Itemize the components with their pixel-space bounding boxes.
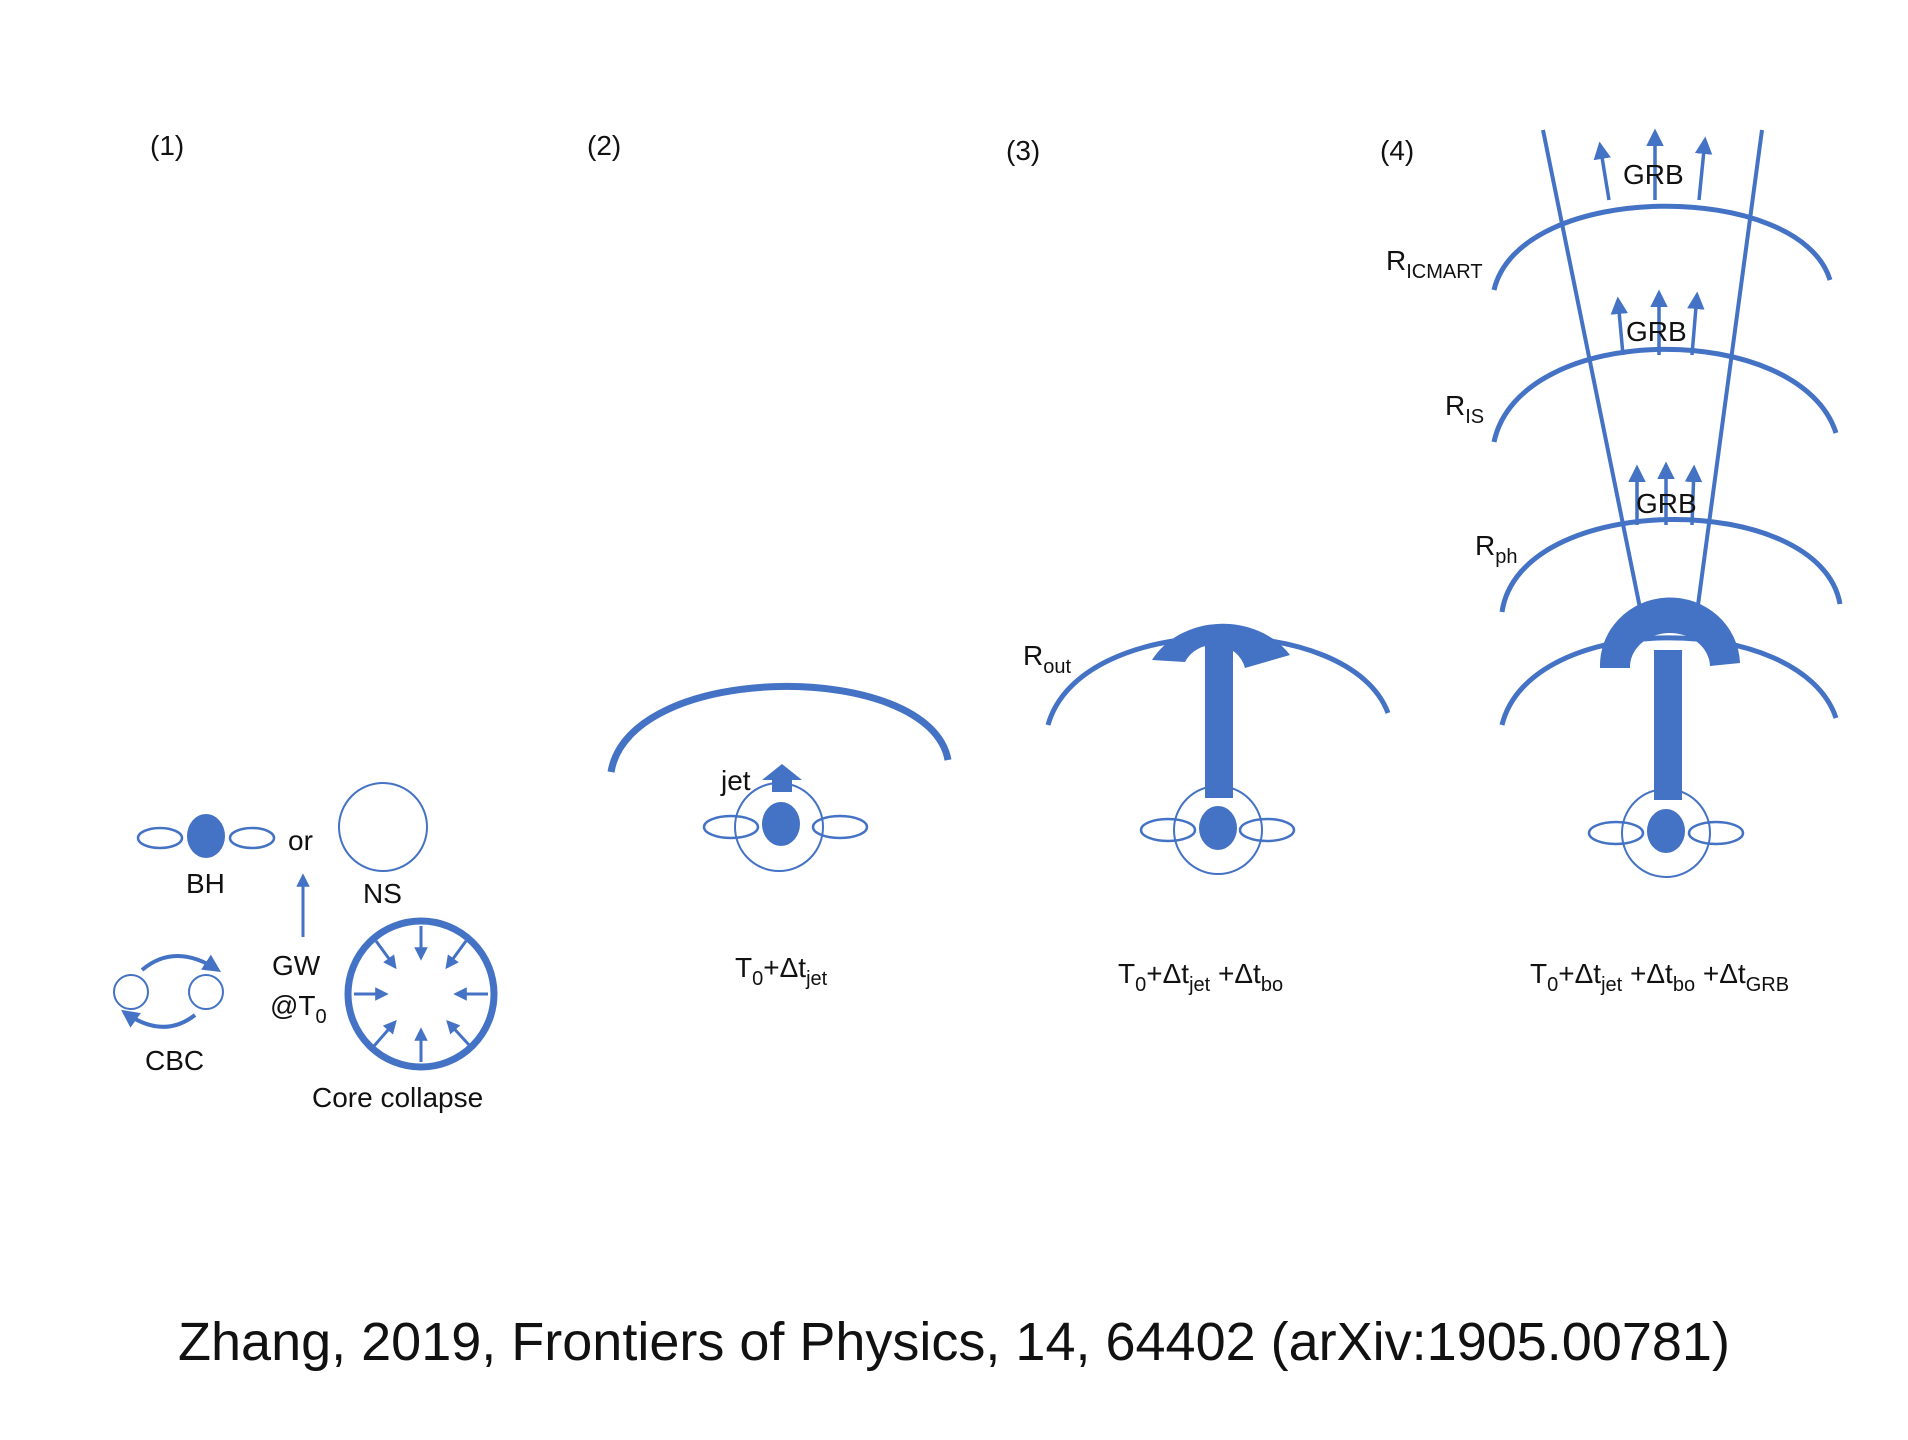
r-ph-arc (1499, 517, 1843, 613)
r-out-label: Rout (1023, 640, 1071, 678)
jet-head-icon (1152, 623, 1290, 798)
grb-arrows-mid-icon (1610, 289, 1705, 356)
r-is-label: RIS (1445, 390, 1484, 428)
panel-2: (2) jet T0+Δtjet (587, 130, 952, 990)
gw-time-label: @T0 (270, 990, 327, 1028)
panel-1-number: (1) (150, 130, 184, 161)
panel-4: (4) RICMART RIS Rph GRB GRB (1380, 128, 1843, 996)
time-label-4: T0+Δtjet +Δtbo +ΔtGRB (1530, 958, 1789, 996)
grb-label-low: GRB (1636, 488, 1697, 519)
core-collapse-label: Core collapse (312, 1082, 483, 1113)
jet-head-icon (1599, 597, 1740, 800)
stellar-envelope-arc (607, 682, 952, 773)
r-is-arc (1491, 346, 1839, 443)
citation-text: Zhang, 2019, Frontiers of Physics, 14, 6… (178, 1312, 1730, 1372)
grb-label-top: GRB (1623, 159, 1684, 190)
grb-arrows-top-icon (1593, 128, 1713, 201)
r-icmart-label: RICMART (1386, 245, 1483, 283)
r-icmart-arc (1491, 203, 1833, 291)
panel-2-number: (2) (587, 130, 621, 161)
panel-4-number: (4) (1380, 135, 1414, 166)
r-ph-label: Rph (1475, 530, 1517, 568)
cbc-label: CBC (145, 1045, 204, 1076)
gw-label: GW (272, 950, 321, 981)
core-collapse-icon (344, 917, 498, 1071)
central-engine-icon (1139, 785, 1296, 875)
panel-1: (1) BH or NS GW @T0 CBC (113, 130, 498, 1113)
time-label-2: T0+Δtjet (735, 952, 828, 990)
jet-cone-left (1541, 129, 1642, 609)
bh-label: BH (186, 868, 225, 899)
jet-label: jet (720, 765, 751, 796)
panel-3: (3) Rout T0+Δtjet +Δtbo (1006, 135, 1391, 996)
central-engine-icon (702, 782, 869, 872)
black-hole-icon (136, 814, 276, 858)
grb-arrows-low-icon (1628, 461, 1703, 526)
or-label: or (288, 825, 313, 856)
central-engine-icon (1587, 788, 1745, 878)
jet-cone-right (1696, 129, 1764, 606)
time-label-3: T0+Δtjet +Δtbo (1118, 958, 1283, 996)
compact-binary-icon (113, 954, 224, 1029)
neutron-star-icon (338, 782, 428, 872)
panel-3-number: (3) (1006, 135, 1040, 166)
grb-label-mid: GRB (1626, 316, 1687, 347)
r-out-arc-4 (1499, 635, 1839, 726)
ns-label: NS (363, 878, 402, 909)
jet-arrow-icon (762, 764, 802, 792)
